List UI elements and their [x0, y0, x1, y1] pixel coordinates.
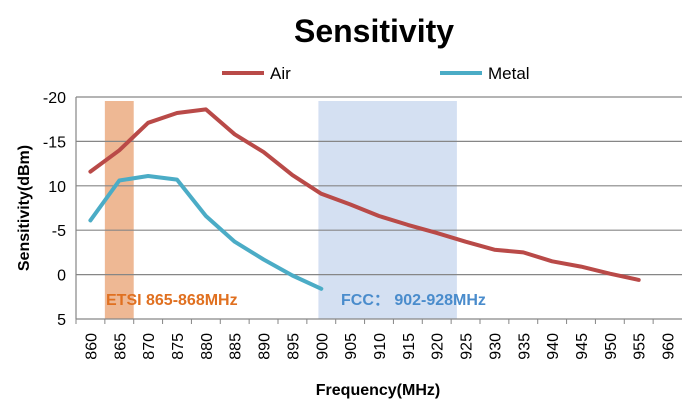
y-tick-label: -15 [43, 134, 66, 151]
y-tick-label: 10 [48, 179, 66, 196]
band-label-0: ETSI 865-868MHz [106, 292, 238, 309]
x-tick-label: 925 [459, 333, 476, 360]
x-tick-label: 865 [112, 333, 129, 360]
x-tick-label: 875 [170, 333, 187, 360]
legend-label-metal: Metal [488, 64, 530, 83]
band-label-1: FCC： 902-928MHz [341, 292, 486, 309]
series [88, 107, 641, 291]
x-axis-label: Frequency(MHz) [316, 382, 440, 399]
legend-label-air: Air [270, 64, 291, 83]
band-0 [104, 101, 134, 319]
gridlines [75, 96, 682, 320]
x-tick-label: 935 [516, 333, 533, 360]
x-tick-label: 950 [603, 333, 620, 360]
x-tick-label: 960 [661, 333, 678, 360]
x-tick-label: 945 [574, 333, 591, 360]
band-1 [318, 101, 457, 319]
x-tick-label: 915 [401, 333, 418, 360]
band-labels: ETSI 865-868MHz FCC： 902-928MHz [106, 292, 486, 309]
x-tick-label: 910 [372, 333, 389, 360]
x-tick-labels: 860 865 870 875 880 885 890 895 900 905 910 915 920 9… [75, 319, 678, 360]
x-tick-label: 860 [83, 333, 100, 360]
legend: Air Metal [222, 64, 530, 83]
y-tick-label: -5 [52, 223, 66, 240]
chart-title: Sensitivity [294, 13, 454, 49]
x-tick-label: 940 [545, 333, 562, 360]
x-tick-label: 920 [430, 333, 447, 360]
bands [104, 101, 457, 319]
y-tick-label: 0 [57, 268, 66, 285]
y-axis-label: Sensitivity(dBm) [16, 145, 33, 271]
x-tick-label: 905 [343, 333, 360, 360]
x-tick-label: 870 [141, 333, 158, 360]
x-tick-label: 955 [632, 333, 649, 360]
x-tick-label: 930 [487, 333, 504, 360]
x-tick-label: 885 [228, 333, 245, 360]
y-tick-label: 5 [57, 312, 66, 329]
x-tick-label: 890 [257, 333, 274, 360]
series-air-line [88, 107, 641, 282]
x-tick-label: 900 [314, 333, 331, 360]
y-tick-labels: -20 -15 10 -5 0 5 [43, 90, 66, 329]
x-tick-label: 895 [285, 333, 302, 360]
y-tick-label: -20 [43, 90, 66, 107]
x-tick-label: 880 [199, 333, 216, 360]
